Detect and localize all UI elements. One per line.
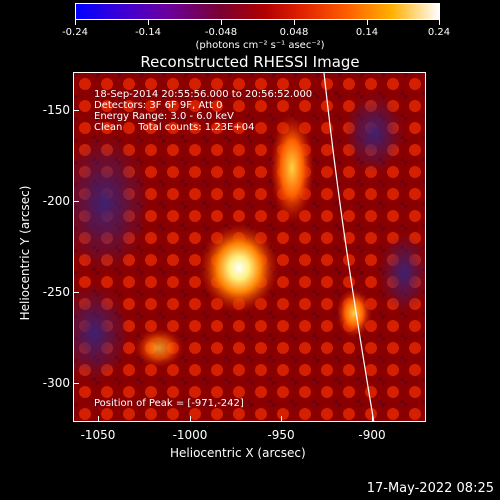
- detectors-text: Detectors: 3F 6F 9F, Att 0: [94, 100, 223, 111]
- y-tick-label: -250: [42, 285, 70, 299]
- colorbar-tick-label: -0.048: [204, 27, 238, 38]
- x-tick-label: -950: [267, 428, 295, 442]
- x-tick: [190, 416, 191, 422]
- colorbar-tick-label: 0.048: [279, 27, 309, 38]
- y-tick-label: -150: [42, 103, 70, 117]
- colorbar-tick-label: 0.14: [355, 27, 379, 38]
- colorbar-tick-label: -0.24: [62, 27, 88, 38]
- colorbar-tick-label: -0.14: [135, 27, 161, 38]
- colorbar-units: (photons cm⁻² s⁻¹ asec⁻²): [195, 40, 325, 51]
- x-tick-label: -1000: [172, 428, 208, 442]
- clean-counts-text: Clean Total counts: 1.23E+04: [94, 122, 255, 133]
- x-tick: [372, 416, 373, 422]
- colorbar-tick: [148, 20, 149, 25]
- x-axis-title: Heliocentric X (arcsec): [170, 446, 306, 460]
- y-tick: [73, 383, 79, 384]
- y-tick: [73, 201, 79, 202]
- x-tick: [98, 416, 99, 422]
- colorbar-tick: [439, 20, 440, 25]
- colorbar-tick: [367, 20, 368, 25]
- x-tick-label: -900: [358, 428, 386, 442]
- footer-timestamp: 17-May-2022 08:25: [366, 481, 494, 496]
- y-axis-title: Heliocentric Y (arcsec): [18, 185, 32, 321]
- colorbar-tick: [294, 20, 295, 25]
- peak-position-text: Position of Peak = [-971,-242]: [94, 398, 244, 409]
- colorbar: [75, 3, 440, 20]
- colorbar-tick-label: 0.24: [427, 27, 451, 38]
- colorbar-tick: [221, 20, 222, 25]
- rhessi-image-map: [74, 73, 425, 421]
- y-tick: [73, 292, 79, 293]
- x-tick: [281, 416, 282, 422]
- y-tick: [73, 110, 79, 111]
- rhessi-image: 18-Sep-2014 20:55:56.000 to 20:56:52.000…: [73, 72, 426, 422]
- energy-range-text: Energy Range: 3.0 - 6.0 keV: [94, 111, 234, 122]
- time-range-text: 18-Sep-2014 20:55:56.000 to 20:56:52.000: [94, 89, 313, 100]
- y-tick-label: -200: [42, 194, 70, 208]
- x-tick-label: -1050: [80, 428, 116, 442]
- limb-curve: [323, 73, 375, 421]
- y-tick-label: -300: [42, 376, 70, 390]
- colorbar-tick: [75, 20, 76, 25]
- plot-title: Reconstructed RHESSI Image: [140, 53, 360, 71]
